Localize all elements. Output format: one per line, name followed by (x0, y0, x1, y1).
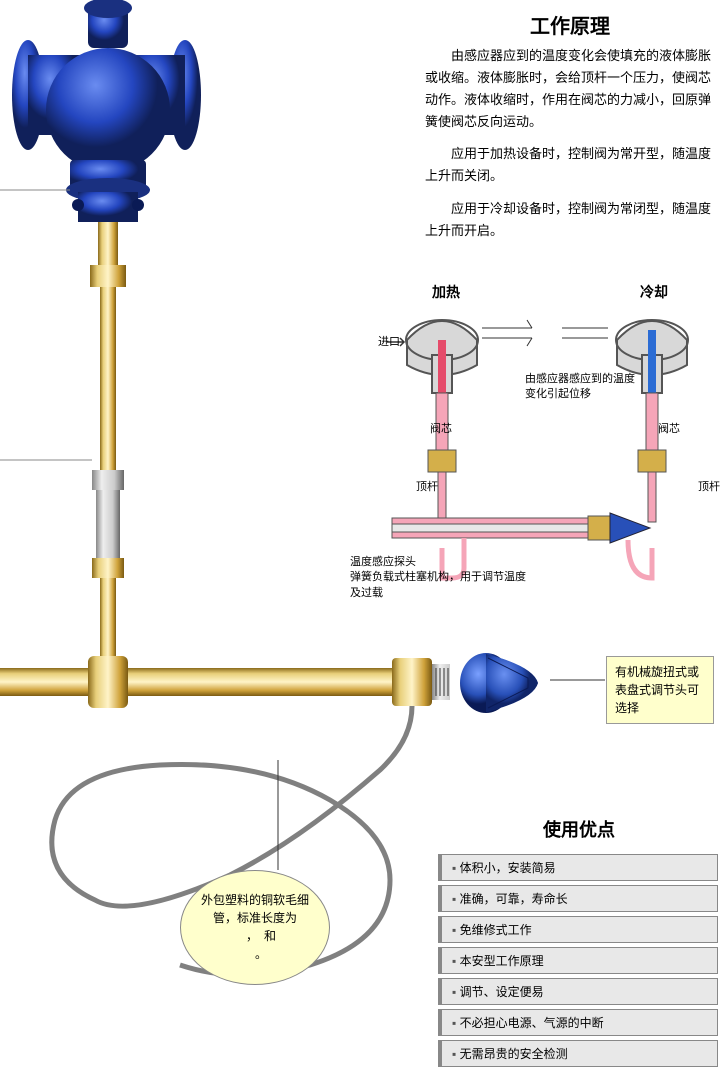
advantage-item: 准确，可靠，寿命长 (438, 885, 718, 912)
section-title-principle: 工作原理 (425, 10, 715, 39)
horizontal-tube (0, 656, 450, 708)
capillary-bubble: 外包塑料的铜软毛细管，标准长度为 ， 和 。 (180, 870, 330, 985)
valve-core-label-2: 阀芯 (658, 422, 680, 437)
principle-p3: 应用于冷却设备时，控制阀为常闭型，随温度上升而开启。 (425, 198, 715, 242)
advantage-item: 体积小，安装简易 (438, 854, 718, 881)
advantage-item: 不必担心电源、气源的中断 (438, 1009, 718, 1036)
advantages-table: 体积小，安装简易 准确，可靠，寿命长 免维修式工作 本安型工作原理 调节、设定便… (438, 850, 718, 1071)
push-rod-label-2: 顶杆 (698, 480, 720, 495)
push-rod-label-1: 顶杆 (416, 480, 438, 495)
advantage-item: 无需昂贵的安全检测 (438, 1040, 718, 1067)
valve-body (12, 0, 201, 222)
probe-caption: 温度感应探头 弹簧负载式柱塞机构，用于调节温度及过载 (350, 555, 530, 601)
section-title-advantages: 使用优点 (438, 816, 720, 842)
valve-core-label-1: 阀芯 (430, 422, 452, 437)
advantage-item: 免维修式工作 (438, 916, 718, 943)
advantage-item: 调节、设定便易 (438, 978, 718, 1005)
heating-label: 加热 (432, 283, 460, 303)
sensor-caption: 由感应器感应到的温度变化引起位移 (525, 372, 635, 403)
principle-p1: 由感应器应到的温度变化会使填充的液体膨胀或收缩。液体膨胀时，会给顶杆一个压力，使… (425, 45, 715, 133)
knob-callout: 有机械旋扭式或表盘式调节头可选择 (606, 656, 714, 724)
principle-p2: 应用于加热设备时，控制阀为常开型，随温度上升而关闭。 (425, 143, 715, 187)
inlet-label: 进口 (378, 335, 400, 350)
advantage-item: 本安型工作原理 (438, 947, 718, 974)
valve-stem (90, 222, 126, 666)
adjustment-knob (458, 648, 548, 718)
cooling-label: 冷却 (640, 283, 668, 303)
